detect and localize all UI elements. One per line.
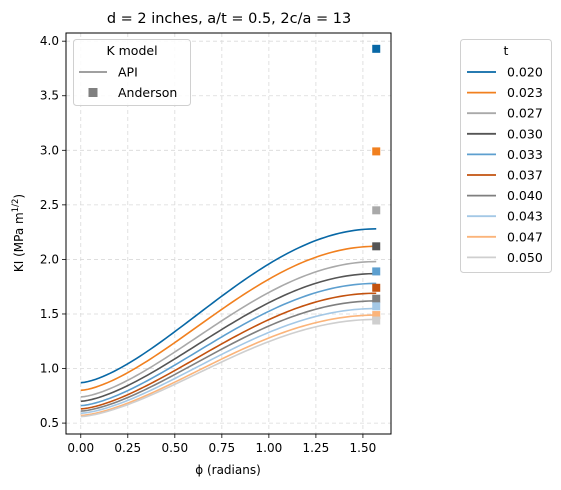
y-tick-label: 1.0 [40,362,59,376]
anderson-marker-t-0.047 [372,311,381,320]
t-legend-label: 0.043 [507,209,543,224]
t-legend-label: 0.050 [507,250,543,265]
t-legend-label: 0.040 [507,188,543,203]
y-tick-label: 3.0 [40,143,59,157]
x-tick-label: 1.25 [303,441,330,455]
x-axis-ticks: 0.00 0.25 0.50 0.75 1.00 1.25 1.50 [67,434,376,455]
x-tick-label: 0.00 [67,441,94,455]
t-legend-label: 0.030 [507,126,543,141]
t-legend-box [460,39,552,273]
api-line-t-0.043 [80,307,377,415]
y-axis-label-sup: 1/2 [11,199,21,213]
model-legend-title: K model [106,43,157,58]
anderson-legend-label: Anderson [118,85,177,100]
t-legend-label: 0.037 [507,168,543,183]
y-axis-label-main: KI (MPa m [12,212,26,272]
anderson-marker-t-0.037 [372,283,381,292]
api-line-t-0.027 [80,260,377,398]
anderson-legend-marker [88,88,98,97]
api-line-t-0.050 [80,318,377,418]
x-tick-label: 1.00 [256,441,283,455]
plot-area [65,32,392,435]
x-tick-label: 0.50 [161,441,188,455]
t-legend-items: 0.020 0.023 0.027 0.030 0.033 0.037 0.040 0.043… [467,65,543,265]
anderson-marker-t-0.033 [372,267,381,276]
x-axis-label: ϕ (radians) [195,463,261,477]
anderson-marker-t-0.023 [372,147,381,156]
model-legend: K model API Anderson [73,39,191,106]
chart-title: d = 2 inches, a/t = 0.5, 2c/a = 13 [107,11,351,27]
anderson-marker-t-0.040 [372,294,381,303]
anderson-marker-t-0.050 [372,316,381,325]
api-line-t-0.023 [80,245,377,392]
api-line-t-0.040 [80,300,377,412]
api-legend-label: API [118,65,138,80]
anderson-marker-t-0.027 [372,206,381,215]
t-legend-label: 0.023 [507,85,543,100]
anderson-marker-t-0.020 [372,44,381,53]
plot-border [65,32,392,435]
api-lines [80,228,377,418]
x-tick-label: 1.50 [350,441,377,455]
anderson-markers [372,44,381,325]
y-axis-ticks: 0.5 1.0 1.5 2.0 2.5 3.0 3.5 4.0 [40,34,66,430]
t-legend: t 0.0200.0230.0270.0300.0330.0370.0400.0… [460,39,552,273]
anderson-marker-t-0.030 [372,242,381,251]
api-line-t-0.037 [80,292,377,410]
t-legend-label: 0.020 [507,65,543,80]
y-tick-label: 2.0 [40,252,59,266]
t-legend-title: t [504,43,509,58]
y-axis-label-close: ) [12,194,26,199]
y-tick-label: 1.5 [40,307,59,321]
api-line-t-0.020 [80,228,377,384]
y-axis-label: KI (MPa m1/2) [11,194,26,272]
y-tick-label: 4.0 [40,34,59,48]
y-tick-label: 2.5 [40,198,59,212]
t-legend-label: 0.047 [507,229,543,244]
anderson-marker-t-0.043 [372,302,381,311]
x-tick-label: 0.25 [114,441,141,455]
t-legend-label: 0.033 [507,147,543,162]
api-line-t-0.030 [80,272,377,403]
y-tick-label: 0.5 [40,416,59,430]
t-legend-label: 0.027 [507,106,543,121]
x-tick-label: 0.75 [208,441,235,455]
y-tick-label: 3.5 [40,89,59,103]
model-legend-box [73,39,191,106]
api-line-t-0.047 [80,314,377,417]
api-line-t-0.033 [80,282,377,407]
